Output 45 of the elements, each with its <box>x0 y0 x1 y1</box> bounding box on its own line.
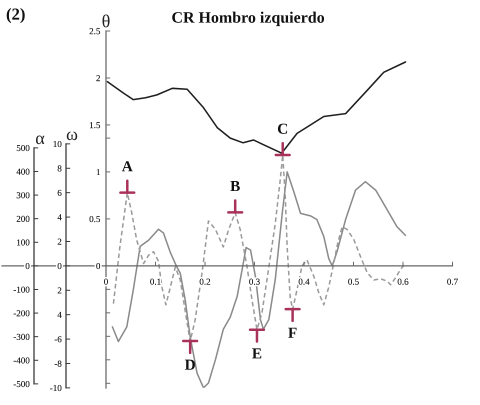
y3-tick-label: -200 <box>14 310 30 316</box>
x-tick-label: 0.4 <box>298 278 310 285</box>
x-tick-label: 0.5 <box>348 278 359 285</box>
y2-tick-label: 6 <box>58 190 62 196</box>
y3-axis-title: α <box>36 136 44 144</box>
y2-tick-label: -6 <box>54 336 62 342</box>
y-tick-label: 2 <box>96 75 100 82</box>
text: (2) <box>6 8 25 24</box>
line-series <box>112 171 406 388</box>
x-tick-label: 0.6 <box>398 278 408 285</box>
annotation: F <box>288 328 297 338</box>
y3-tick-label: -500 <box>14 380 30 388</box>
y-tick-label: 0.5 <box>90 216 100 222</box>
y2-tick-label: 2 <box>58 287 62 294</box>
x-tick-label: 0.3 <box>249 278 260 285</box>
x-tick-label: 0.1 <box>150 278 161 285</box>
line-series <box>106 61 406 154</box>
annotation: E <box>252 348 262 358</box>
annotation: C <box>278 124 288 134</box>
y3-tick-label: 500 <box>16 144 30 152</box>
y3-tick-label: 400 <box>16 168 30 175</box>
y2-tick-label: -10 <box>50 384 62 392</box>
annotation: D <box>184 360 195 370</box>
y2-tick-label: 2 <box>58 238 62 245</box>
y3-tick-label: 200 <box>16 216 30 222</box>
y-tick-label: 1.5 <box>90 122 100 128</box>
x-tick-label: 0.2 <box>200 278 210 285</box>
annotation: A <box>122 161 133 172</box>
y-tick-label: 1 <box>96 169 100 176</box>
y2-tick-label: 4 <box>57 214 62 220</box>
y3-tick-label: -400 <box>14 357 30 364</box>
y-axis-title: θ <box>102 14 110 28</box>
y2-tick-label: 4 <box>57 312 62 318</box>
y2-axis-title: ω <box>66 132 78 140</box>
y2-tick-label: 8 <box>58 165 62 172</box>
y2-tick-label: -8 <box>54 360 62 367</box>
chart-title: CR Hombro izquierdo <box>172 12 324 26</box>
y3-tick-label: -100 <box>14 286 30 293</box>
y2-tick-label: 10 <box>54 140 62 148</box>
y3-tick-label: 100 <box>17 239 30 246</box>
y-tick-label: 2.5 <box>90 28 100 34</box>
x-tick-label: 0.7 <box>447 278 458 285</box>
y3-tick-label: -300 <box>14 334 30 340</box>
y3-tick-label: 300 <box>16 192 30 198</box>
annotation: B <box>230 181 240 192</box>
